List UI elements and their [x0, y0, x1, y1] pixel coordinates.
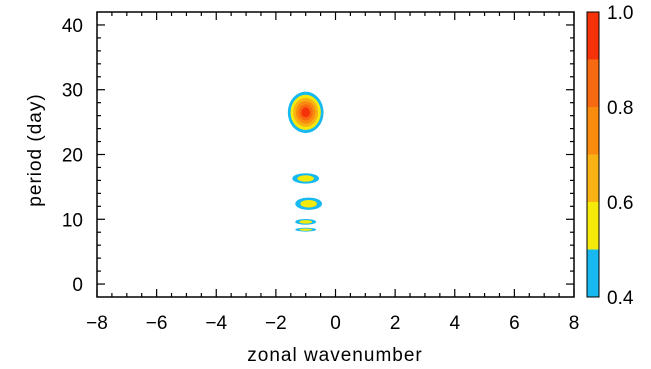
- y-axis-label: period (day): [25, 93, 46, 206]
- contour-level-fill: [301, 107, 311, 118]
- plot-area: −8 −6 −4 −2 0 2 4 6 8 0 10 20 30 40: [62, 11, 579, 334]
- contour-level-fill: [299, 228, 313, 231]
- x-tick-label: −4: [205, 313, 227, 334]
- colorbar-segment: [587, 202, 599, 250]
- colorbar-segment: [587, 59, 599, 107]
- x-tick-label: −2: [265, 313, 287, 334]
- y-tick-label: 10: [62, 210, 83, 231]
- x-tick-label: 6: [509, 313, 520, 334]
- colorbar-labels: 0.4 0.6 0.8 1.0: [607, 3, 634, 309]
- contour-level-fill: [300, 199, 317, 208]
- colorbar-tick-label: 0.8: [607, 98, 633, 119]
- colorbar-segment: [587, 12, 599, 60]
- colorbar-segment: [587, 107, 599, 155]
- plot-frame: [96, 11, 575, 298]
- y-tick-label: 0: [72, 275, 83, 296]
- y-tick-label: 20: [62, 146, 83, 167]
- x-tick-label: −8: [86, 313, 108, 334]
- colorbar-segment: [587, 249, 599, 297]
- x-tick-label: 8: [569, 313, 580, 334]
- colorbar-segments: [587, 12, 599, 297]
- x-tick-label: 0: [330, 313, 341, 334]
- colorbar-segment: [587, 154, 599, 202]
- y-tick-label: 40: [62, 16, 83, 37]
- contour-level-fill: [297, 175, 314, 182]
- x-tick-label: −6: [146, 313, 168, 334]
- colorbar-tick-label: 0.4: [607, 288, 634, 309]
- colorbar: 0.4 0.6 0.8 1.0: [586, 3, 634, 309]
- contour-fills: [287, 91, 324, 232]
- colorbar-tick-label: 0.6: [607, 193, 633, 214]
- y-tick-label: 30: [62, 81, 83, 102]
- contour-level-fill: [299, 220, 313, 224]
- x-tick-label: 4: [449, 313, 460, 334]
- colorbar-frame: [586, 11, 600, 298]
- colorbar-tick-label: 1.0: [607, 3, 633, 24]
- x-axis-label: zonal wavenumber: [247, 345, 422, 366]
- x-tick-label: 2: [390, 313, 401, 334]
- y-axis-ticks: 0 10 20 30 40: [62, 16, 574, 296]
- x-axis-ticks: −8 −6 −4 −2 0 2 4 6 8: [86, 12, 579, 334]
